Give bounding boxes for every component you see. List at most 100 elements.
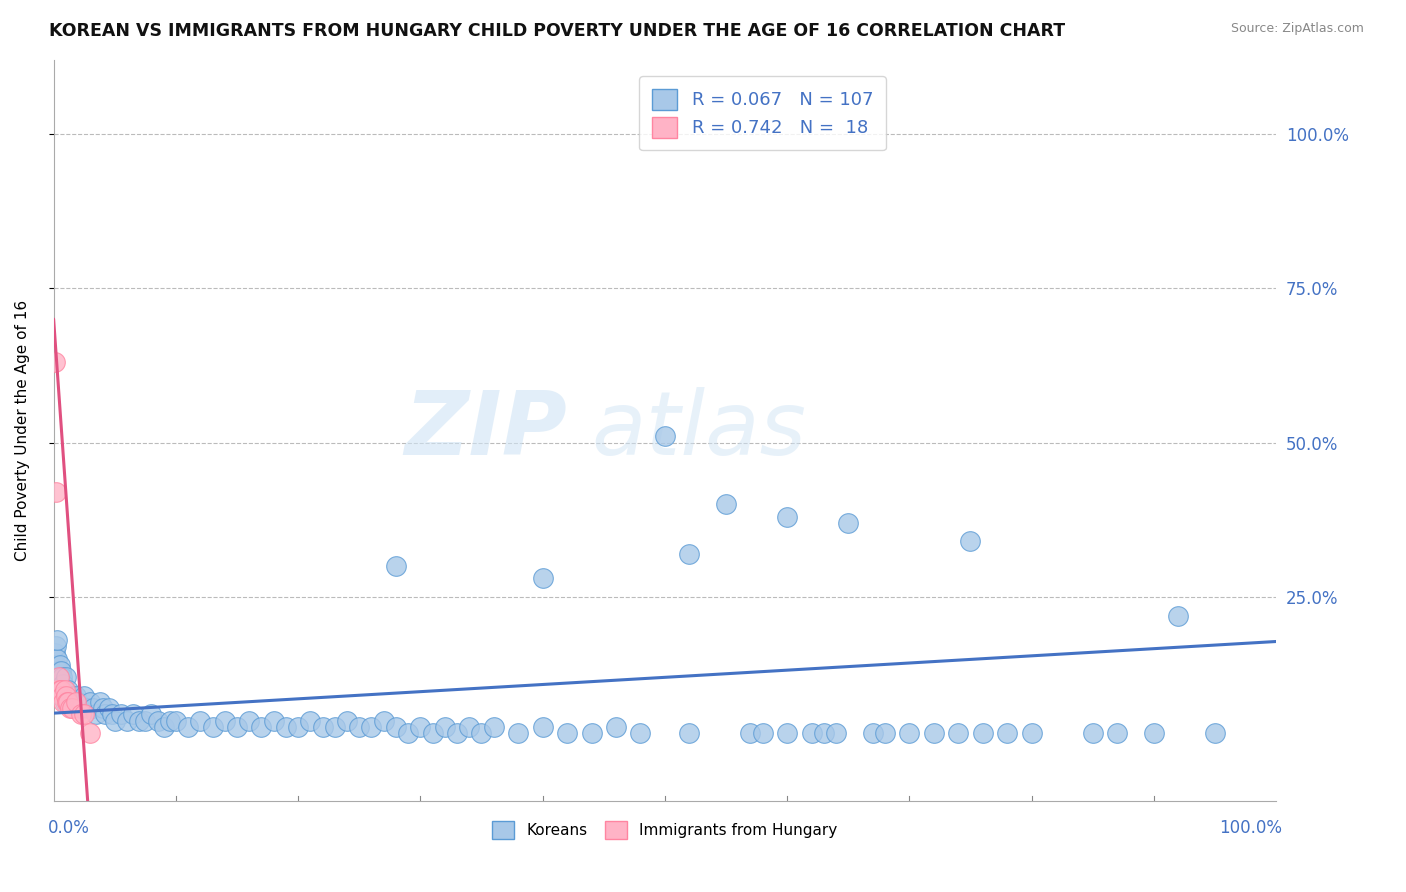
Point [605, 720, 627, 734]
Point [48, 664, 70, 678]
Point [555, 726, 578, 740]
Point [128, 714, 150, 728]
Point [1167, 608, 1189, 623]
Point [56, 695, 79, 709]
Point [336, 714, 359, 728]
Point [188, 714, 211, 728]
Point [165, 714, 187, 728]
Point [531, 572, 554, 586]
Point [65, 689, 87, 703]
Point [53, 682, 76, 697]
Point [177, 720, 200, 734]
Point [48, 682, 70, 697]
Point [51, 670, 73, 684]
Point [959, 534, 981, 549]
Text: Source: ZipAtlas.com: Source: ZipAtlas.com [1230, 22, 1364, 36]
Point [373, 714, 395, 728]
Text: ZIP: ZIP [405, 387, 567, 474]
Point [409, 720, 432, 734]
Point [49, 682, 72, 697]
Point [360, 720, 382, 734]
Point [46, 652, 69, 666]
Point [76, 701, 98, 715]
Point [776, 726, 799, 740]
Point [446, 726, 468, 740]
Point [110, 707, 132, 722]
Point [44, 355, 66, 369]
Point [800, 726, 823, 740]
Point [873, 726, 896, 740]
Point [141, 707, 163, 722]
Point [740, 726, 762, 740]
Point [60, 689, 83, 703]
Point [458, 720, 481, 734]
Point [837, 516, 859, 530]
Point [73, 707, 96, 722]
Y-axis label: Child Poverty Under the Age of 16: Child Poverty Under the Age of 16 [15, 300, 30, 561]
Point [146, 714, 169, 728]
Point [776, 509, 799, 524]
Point [67, 695, 90, 709]
Point [422, 726, 444, 740]
Point [58, 682, 80, 697]
Point [263, 714, 285, 728]
Point [73, 689, 96, 703]
Point [214, 714, 236, 728]
Point [51, 682, 73, 697]
Text: KOREAN VS IMMIGRANTS FROM HUNGARY CHILD POVERTY UNDER THE AGE OF 16 CORRELATION : KOREAN VS IMMIGRANTS FROM HUNGARY CHILD … [49, 22, 1066, 40]
Point [287, 720, 309, 734]
Point [104, 714, 127, 728]
Point [79, 695, 101, 709]
Point [1143, 726, 1166, 740]
Point [69, 701, 91, 715]
Point [159, 714, 181, 728]
Point [51, 689, 73, 703]
Point [1107, 726, 1129, 740]
Point [45, 640, 67, 654]
Text: 100.0%: 100.0% [1219, 820, 1282, 838]
Point [1021, 726, 1043, 740]
Point [581, 726, 603, 740]
Point [152, 720, 174, 734]
Point [58, 695, 80, 709]
Point [238, 714, 260, 728]
Point [60, 701, 83, 715]
Point [48, 670, 70, 684]
Point [948, 726, 970, 740]
Point [101, 707, 124, 722]
Point [48, 657, 70, 672]
Point [97, 701, 120, 715]
Point [922, 726, 945, 740]
Point [813, 726, 835, 740]
Point [898, 726, 921, 740]
Point [65, 695, 87, 709]
Point [115, 714, 138, 728]
Point [433, 720, 456, 734]
Point [79, 726, 101, 740]
Point [55, 670, 77, 684]
Point [201, 720, 224, 734]
Point [250, 720, 273, 734]
Point [396, 726, 419, 740]
Point [226, 720, 249, 734]
Point [91, 701, 114, 715]
Point [82, 701, 104, 715]
Point [48, 676, 70, 690]
Point [46, 633, 69, 648]
Point [134, 714, 156, 728]
Point [122, 707, 145, 722]
Point [311, 720, 333, 734]
Point [49, 664, 72, 678]
Point [628, 726, 651, 740]
Point [46, 670, 69, 684]
Point [714, 497, 737, 511]
Point [347, 720, 370, 734]
Point [323, 720, 346, 734]
Point [55, 689, 77, 703]
Point [751, 726, 773, 740]
Point [972, 726, 994, 740]
Point [45, 657, 67, 672]
Point [274, 720, 297, 734]
Point [482, 720, 505, 734]
Point [678, 547, 700, 561]
